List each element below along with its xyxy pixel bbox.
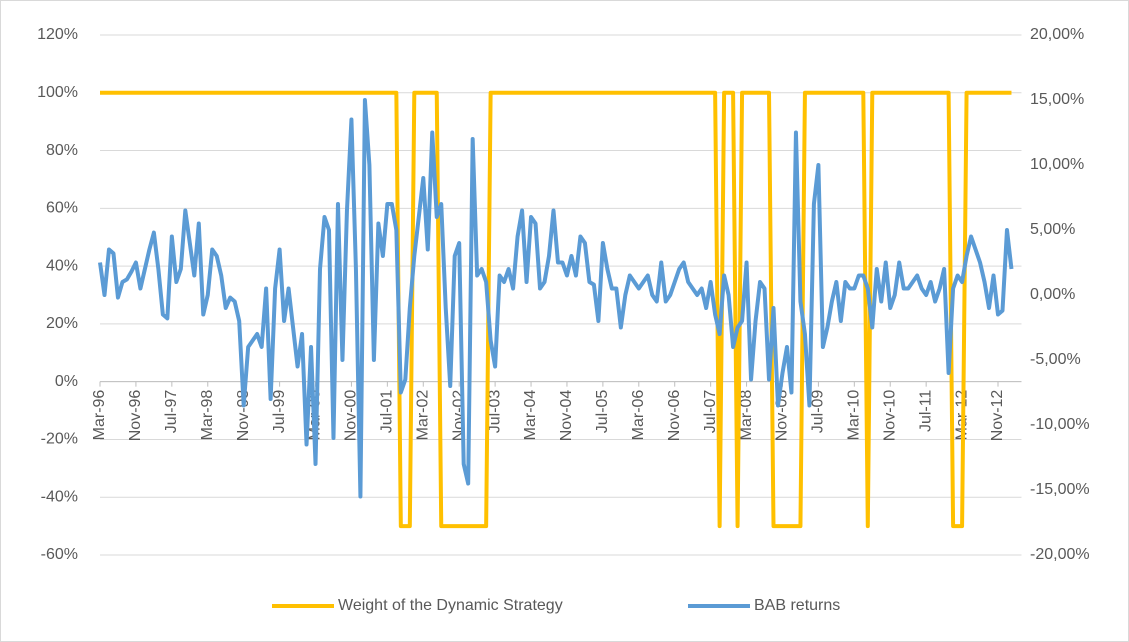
y2-tick-label: 5,00% xyxy=(1030,221,1075,238)
series-line xyxy=(98,98,1014,499)
y2-tick-label: 20,00% xyxy=(1030,26,1084,43)
x-tick-label: Nov-00 xyxy=(343,390,360,442)
y2-tick-label: -20,00% xyxy=(1030,546,1090,563)
x-tick-label: Jul-03 xyxy=(486,390,503,434)
x-tick-label: Nov-98 xyxy=(235,390,252,442)
y-tick-label: 100% xyxy=(37,84,78,101)
y-tick-label: 120% xyxy=(37,26,78,43)
y2-tick-label: -5,00% xyxy=(1030,351,1081,368)
y-tick-label: -20% xyxy=(41,431,78,448)
legend-label: BAB returns xyxy=(754,597,840,614)
x-tick-label: Mar-04 xyxy=(522,390,539,441)
x-tick-label: Jul-05 xyxy=(594,390,611,434)
y-tick-label: 80% xyxy=(46,142,78,159)
x-tick-label: Nov-96 xyxy=(127,390,144,442)
x-tick-label: Jul-09 xyxy=(810,390,827,434)
x-tick-label: Nov-06 xyxy=(666,390,683,442)
y2-tick-label: -15,00% xyxy=(1030,481,1090,498)
x-tick-label: Mar-02 xyxy=(414,390,431,441)
x-tick-label: Mar-06 xyxy=(630,390,647,441)
series-line xyxy=(100,90,1012,529)
x-tick-label: Jul-07 xyxy=(702,390,719,434)
x-tick-label: Mar-96 xyxy=(91,390,108,441)
y-tick-label: -60% xyxy=(41,546,78,563)
y2-tick-label: 10,00% xyxy=(1030,156,1084,173)
x-tick-label: Jul-11 xyxy=(917,390,934,432)
x-tick-label: Mar-98 xyxy=(199,390,216,441)
y-tick-label: 0% xyxy=(55,373,78,390)
x-tick-label: Jul-99 xyxy=(271,390,288,434)
y-tick-label: 40% xyxy=(46,257,78,274)
y-tick-label: 60% xyxy=(46,200,78,217)
x-tick-label: Mar-08 xyxy=(738,390,755,441)
x-tick-label: Jul-97 xyxy=(163,390,180,434)
x-tick-label: Nov-04 xyxy=(558,390,575,442)
x-tick-label: Nov-10 xyxy=(881,390,898,442)
legend-label: Weight of the Dynamic Strategy xyxy=(338,597,563,614)
y-tick-label: 20% xyxy=(46,315,78,332)
y2-tick-label: 15,00% xyxy=(1030,91,1084,108)
y2-tick-label: 0,00% xyxy=(1030,286,1075,303)
x-tick-label: Nov-12 xyxy=(989,390,1006,442)
x-tick-label: Mar-10 xyxy=(846,390,863,441)
y2-tick-label: -10,00% xyxy=(1030,416,1090,433)
y-tick-label: -40% xyxy=(41,488,78,505)
x-tick-label: Jul-01 xyxy=(379,390,396,434)
